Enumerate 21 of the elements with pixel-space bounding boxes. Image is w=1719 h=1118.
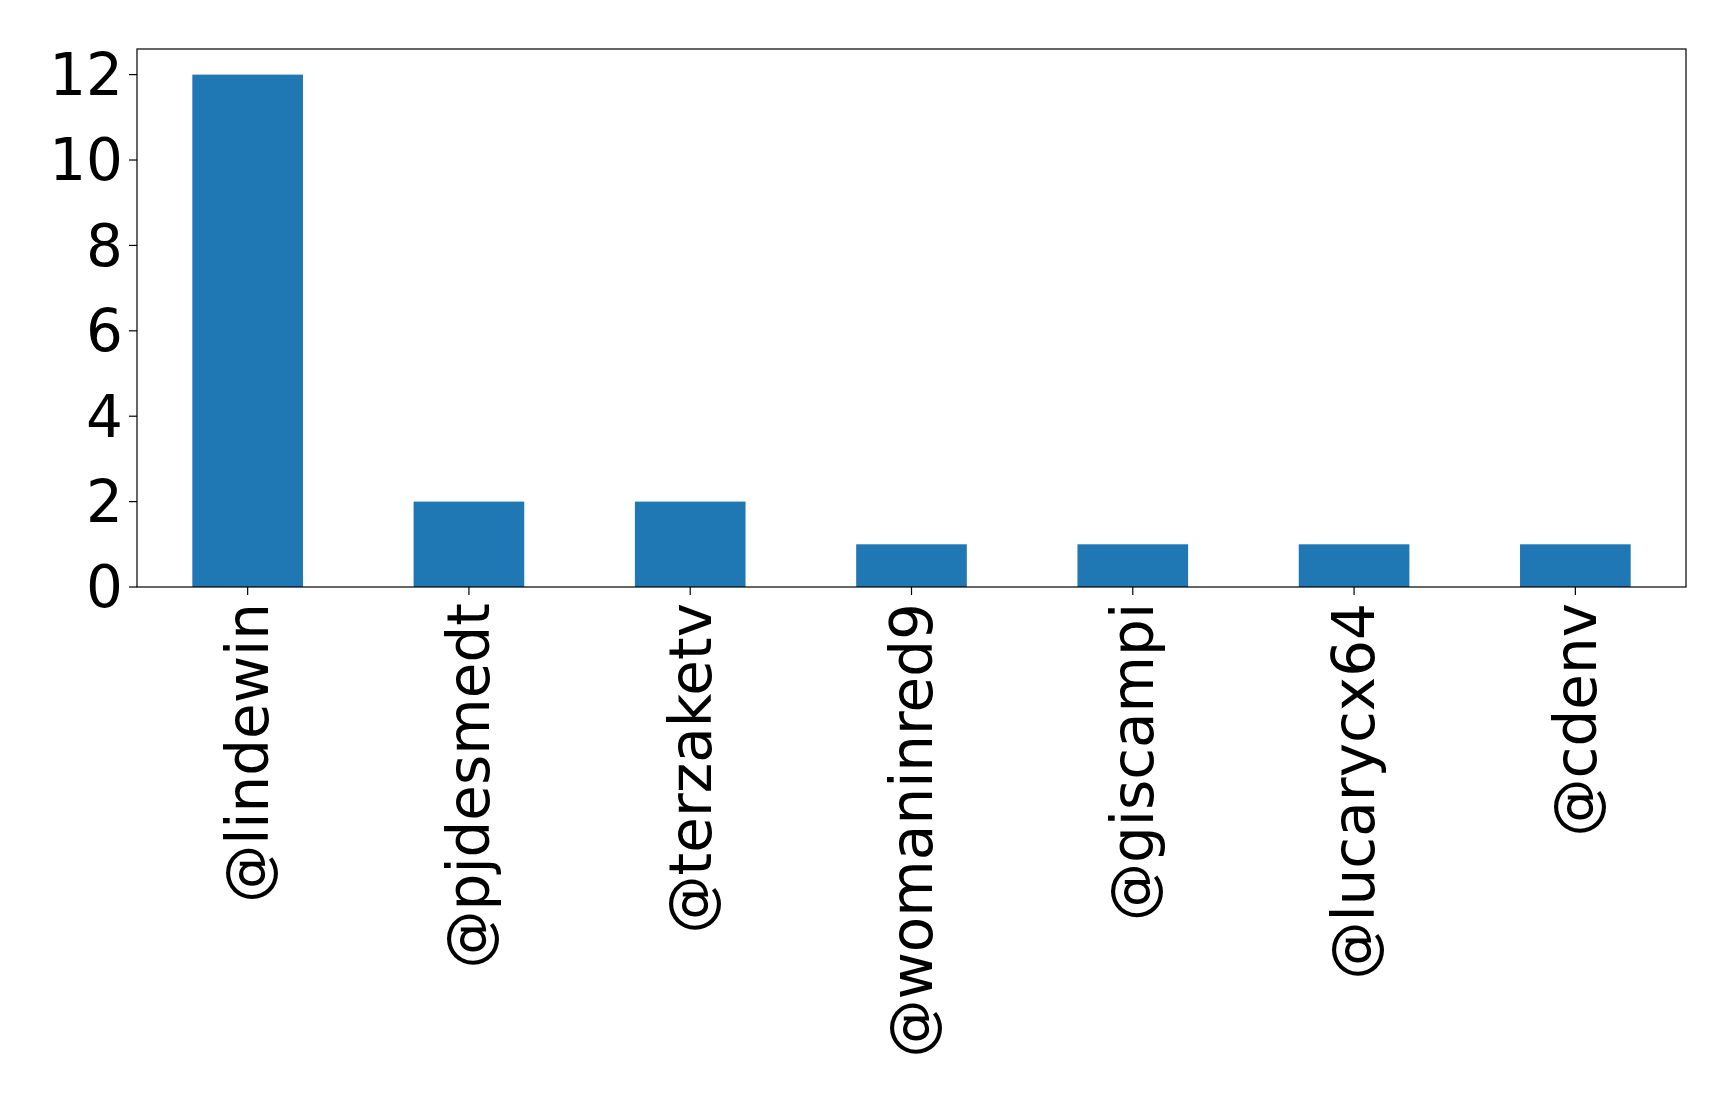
- bar: [192, 74, 303, 587]
- bar: [634, 501, 746, 587]
- y-tick-label: 0: [86, 553, 123, 622]
- bar: [856, 544, 967, 587]
- x-tick-label: @giscampi: [1099, 603, 1168, 922]
- x-tick-label: @lucarycx64: [1320, 603, 1389, 980]
- y-tick-label: 2: [86, 467, 123, 536]
- y-tick-label: 10: [49, 126, 123, 195]
- x-tick-label: @lindewin: [213, 603, 282, 903]
- y-tick-label: 12: [49, 40, 123, 109]
- y-tick-label: 6: [86, 297, 123, 366]
- bar: [1298, 544, 1410, 587]
- y-tick-label: 4: [86, 382, 123, 451]
- x-tick-label: @pjdesmedt: [435, 603, 504, 969]
- bar: [1077, 544, 1189, 587]
- x-tick-label: @cdenv: [1541, 603, 1610, 837]
- x-tick-label: @womaninred9: [877, 603, 946, 1058]
- bar: [1520, 544, 1631, 587]
- y-tick-label: 8: [86, 211, 123, 280]
- x-tick-label: @terzaketv: [656, 603, 725, 934]
- bar: [413, 501, 525, 587]
